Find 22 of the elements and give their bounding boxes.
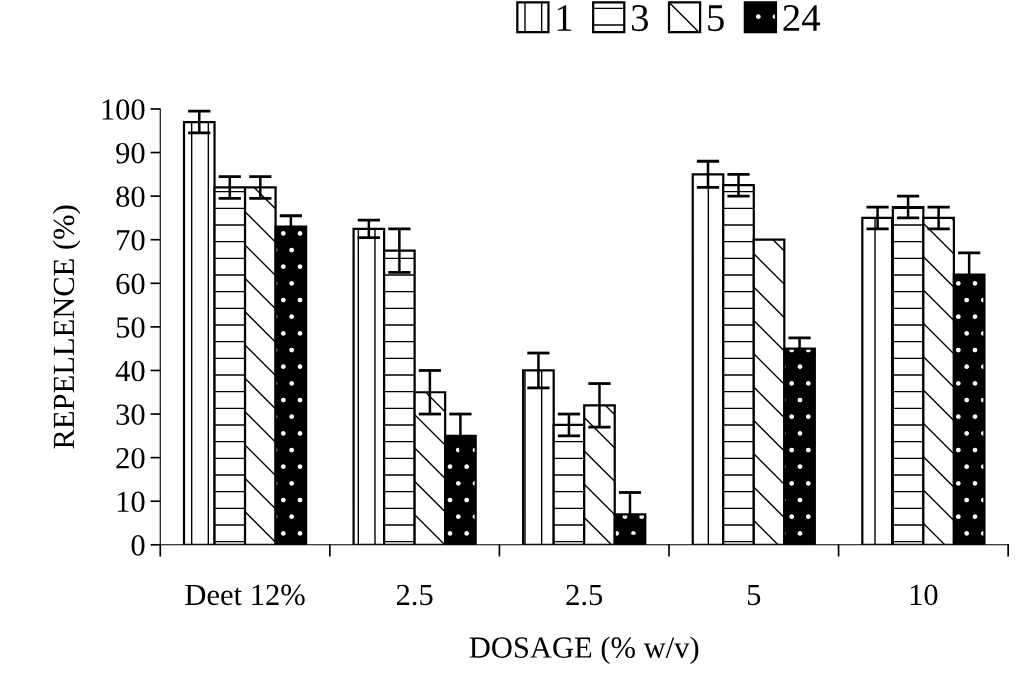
x-axis-title: DOSAGE (% w/v) <box>469 636 699 665</box>
y-tick-label: 10 <box>117 491 145 513</box>
y-axis-title: REPELLENCE (%) <box>52 205 81 449</box>
y-tick-label: 70 <box>117 229 145 251</box>
legend-label: 5 <box>708 5 724 32</box>
y-tick-label: 100 <box>102 99 145 120</box>
x-tick-label: 2.5 <box>396 584 433 606</box>
x-tick-label: 5 <box>747 584 761 606</box>
y-tick-label: 90 <box>116 142 145 164</box>
y-tick-label: 50 <box>116 317 145 338</box>
y-tick-label: 0 <box>131 535 145 556</box>
y-tick-label: 40 <box>115 360 145 382</box>
y-tick-label: 80 <box>116 186 145 208</box>
y-tick-label: 30 <box>116 404 145 425</box>
legend-label: 24 <box>783 5 821 31</box>
x-tick-label: 10 <box>910 584 938 606</box>
x-tick-label: 2.5 <box>566 584 603 606</box>
y-tick-label: 60 <box>116 273 145 295</box>
y-tick-label: 20 <box>116 447 145 469</box>
legend-label: 1 <box>557 5 572 31</box>
legend-label: 3 <box>631 5 649 32</box>
x-tick-label: Deet 12% <box>185 584 305 606</box>
